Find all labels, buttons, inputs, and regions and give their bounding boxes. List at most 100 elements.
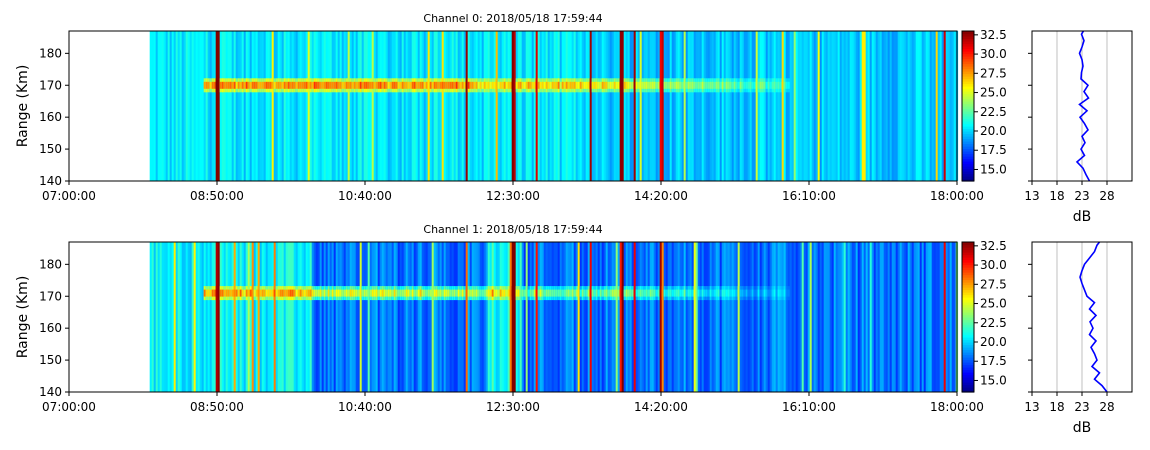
layer-band-core — [547, 81, 551, 89]
layer-band-core — [321, 289, 325, 297]
heatmap-column — [753, 31, 757, 181]
colorbar-tick-label: 27.5 — [980, 66, 1007, 80]
colorbar-swatch — [962, 141, 974, 145]
heatmap-column — [591, 31, 595, 181]
layer-band-core — [547, 289, 551, 297]
layer-band-core — [243, 81, 247, 89]
heatmap-column — [833, 242, 837, 392]
layer-band-core — [255, 289, 259, 297]
layer-band-core — [311, 81, 315, 89]
heatmap-column — [307, 242, 311, 392]
heatmap-column — [757, 242, 761, 392]
heatmap-column — [915, 31, 919, 181]
colorbar-swatch — [962, 48, 974, 52]
heatmap-column — [563, 31, 567, 181]
layer-band-core — [439, 81, 443, 89]
layer-band-core — [575, 81, 579, 89]
heatmap-column — [691, 242, 695, 392]
colorbar-swatch — [962, 63, 974, 67]
layer-band-core — [267, 81, 271, 89]
colorbar-swatch — [962, 377, 974, 381]
layer-band-core — [639, 81, 643, 89]
heatmap-column — [787, 31, 791, 181]
layer-band-core — [731, 81, 735, 89]
layer-band-core — [553, 81, 557, 89]
heatmap-column — [277, 242, 281, 392]
heatmap-column — [613, 242, 617, 392]
layer-band-core — [223, 289, 227, 297]
layer-band-core — [353, 289, 357, 297]
colorbar-frame — [961, 30, 975, 182]
layer-band-core — [529, 81, 533, 89]
layer-band-core — [515, 289, 519, 297]
heatmap-column — [503, 31, 507, 181]
heatmap-column — [767, 242, 771, 392]
heatmap-column — [717, 31, 721, 181]
heatmap-column — [697, 31, 701, 181]
layer-band-core — [703, 81, 707, 89]
heatmap-column — [341, 242, 345, 392]
heatmap-column — [747, 31, 751, 181]
heatmap-column — [789, 242, 793, 392]
heatmap-column — [389, 242, 393, 392]
colorbar-swatch — [962, 113, 974, 117]
layer-band-core — [625, 289, 629, 297]
layer-band-core — [671, 289, 675, 297]
heatmap-column — [339, 31, 343, 181]
layer-band-core — [747, 81, 751, 89]
heatmap-column — [825, 242, 829, 392]
layer-band-core — [423, 289, 427, 297]
layer-band-core — [695, 289, 699, 297]
layer-band-core — [281, 289, 285, 297]
layer-band-core — [635, 81, 639, 89]
heatmap-column — [895, 242, 899, 392]
heatmap-column — [769, 242, 773, 392]
layer-band-core — [325, 81, 329, 89]
heatmap-column — [201, 31, 205, 181]
colorbar-tick-label: 32.5 — [980, 239, 1007, 253]
heatmap-column — [379, 242, 383, 392]
heatmap-column — [871, 31, 875, 181]
colorbar-swatch — [962, 91, 974, 95]
heatmap-column — [617, 242, 621, 392]
heatmap-column — [685, 242, 689, 392]
heatmap-column — [729, 242, 733, 392]
heatmap-column — [943, 242, 947, 392]
heatmap-column — [411, 31, 415, 181]
colorbar-swatch — [962, 389, 974, 393]
layer-band-core — [383, 81, 387, 89]
colorbar: 15.017.520.022.525.027.530.032.5 — [961, 239, 1007, 393]
heatmap-column — [865, 31, 869, 181]
heatmap-column — [257, 242, 261, 392]
heatmap-column — [491, 242, 495, 392]
layer-band-core — [395, 81, 399, 89]
heatmap-column — [163, 242, 167, 392]
heatmap-column — [597, 242, 601, 392]
colorbar-swatch — [962, 88, 974, 92]
heatmap-column — [369, 31, 373, 181]
layer-band-core — [691, 81, 695, 89]
layer-band-core — [667, 289, 671, 297]
y-tick-label: 150 — [39, 142, 62, 156]
layer-band-core — [637, 289, 641, 297]
colorbar-tick-label: 32.5 — [980, 28, 1007, 42]
heatmap-column — [689, 242, 693, 392]
heatmap-column — [483, 31, 487, 181]
heatmap-column — [575, 31, 579, 181]
layer-band-core — [317, 81, 321, 89]
heatmap-column — [603, 242, 607, 392]
colorbar-swatch — [962, 302, 974, 306]
layer-band-core — [453, 81, 457, 89]
heatmap-column — [765, 31, 769, 181]
layer-band-core — [479, 81, 483, 89]
heatmap-column — [355, 242, 359, 392]
layer-band-core — [483, 81, 487, 89]
layer-band-core — [677, 289, 681, 297]
layer-band-core — [627, 81, 631, 89]
heatmap-column — [393, 31, 397, 181]
layer-band-core — [221, 289, 225, 297]
heatmap-column — [415, 242, 419, 392]
heatmap-column — [307, 31, 311, 181]
layer-band-core — [783, 289, 787, 297]
colorbar-swatch — [962, 354, 974, 358]
